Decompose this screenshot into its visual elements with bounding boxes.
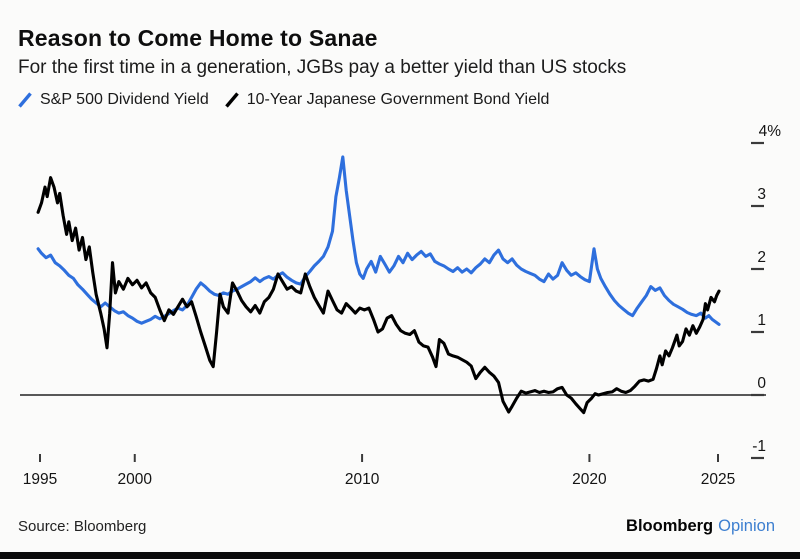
bottom-bar	[0, 552, 800, 559]
legend-item-sp500: S&P 500 Dividend Yield	[17, 91, 209, 109]
x-tick-label: 1995	[23, 471, 57, 488]
y-tick-label: 0	[757, 375, 766, 392]
series-line-sp500-dividend-yield	[36, 155, 721, 326]
y-axis: -1 0 1 2 3 4%	[751, 123, 782, 460]
source-note: Source: Bloomberg	[18, 518, 147, 535]
legend-item-jgb: 10-Year Japanese Government Bond Yield	[224, 91, 550, 109]
black-slash-icon	[224, 92, 239, 108]
series-line-jgb-10y-yield	[36, 176, 721, 415]
y-tick-label: 4%	[759, 123, 782, 140]
brand-bloomberg: Bloomberg	[626, 517, 714, 535]
y-tick-label: -1	[752, 438, 766, 455]
chart-subtitle: For the first time in a generation, JGBs…	[18, 57, 627, 79]
x-tick-label: 2025	[701, 471, 735, 488]
x-axis: 1995 2000 2010 2020 2025	[23, 454, 735, 488]
x-tick-label: 2010	[345, 471, 380, 488]
y-tick-label: 3	[757, 186, 766, 203]
chart-title: Reason to Come Home to Sanae	[18, 25, 378, 51]
legend-label-sp500: S&P 500 Dividend Yield	[40, 91, 209, 108]
brand-opinion: Opinion	[718, 517, 775, 535]
legend: S&P 500 Dividend Yield 10-Year Japanese …	[17, 91, 549, 109]
brand-logo: Bloomberg Opinion	[626, 517, 775, 536]
blue-slash-icon	[18, 92, 32, 108]
x-tick-label: 2000	[118, 471, 153, 488]
y-tick-label: 2	[757, 249, 766, 266]
legend-label-jgb: 10-Year Japanese Government Bond Yield	[246, 91, 550, 108]
x-tick-label: 2020	[572, 471, 607, 488]
header: Reason to Come Home to Sanae For the fir…	[18, 25, 627, 79]
y-tick-label: 1	[757, 312, 766, 329]
